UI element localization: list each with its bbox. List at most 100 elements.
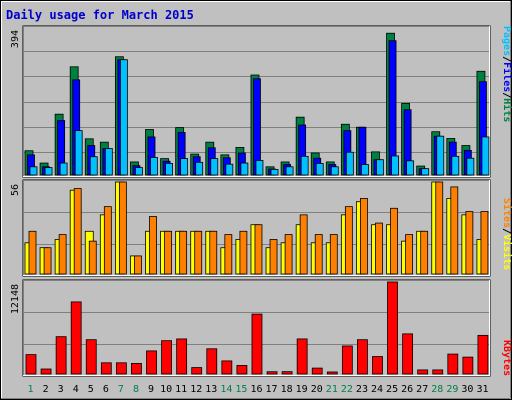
pages-bar <box>59 162 68 176</box>
pages-bar <box>270 169 279 176</box>
sites-bar <box>435 181 444 275</box>
kbytes-bar <box>25 354 37 375</box>
pages-bar <box>119 59 128 176</box>
sites-bar <box>360 198 368 275</box>
sites-bar <box>209 230 218 275</box>
x-tick-label: 4 <box>73 384 79 395</box>
legend-files: Files <box>501 62 512 92</box>
x-tick-label: 22 <box>341 384 353 395</box>
pages-bar <box>195 161 204 176</box>
kbytes-bar <box>131 362 142 375</box>
pages-bar <box>225 163 234 176</box>
legend-sep-3: / <box>501 228 512 234</box>
legend-sites: Sites <box>501 198 512 228</box>
kbytes-bar <box>311 367 323 375</box>
legend-sep-1: / <box>501 56 512 62</box>
legend-hits-files-pages: Pages/Files/Hits <box>501 26 512 122</box>
pages-bar <box>165 163 173 176</box>
kbytes-bar <box>115 362 127 375</box>
sites-bar <box>390 207 398 275</box>
x-tick-label: 13 <box>205 384 217 395</box>
x-tick-label: 5 <box>88 384 94 395</box>
sites-bar <box>88 240 97 275</box>
x-tick-label: 29 <box>446 384 458 395</box>
x-tick-label: 2 <box>43 384 49 395</box>
pages-bar <box>466 157 475 176</box>
x-tick-label: 25 <box>386 384 398 395</box>
sites-bar <box>43 247 52 275</box>
sites-bar <box>149 216 157 275</box>
x-tick-label: 11 <box>175 384 187 395</box>
pages-bar <box>315 163 324 176</box>
pages-bar <box>436 135 445 176</box>
legend-kbytes: KBytes <box>501 340 512 376</box>
sites-bar <box>239 230 248 275</box>
kbytes-bar <box>161 340 172 375</box>
x-tick-label: 19 <box>296 384 308 395</box>
kbytes-bar <box>477 334 489 375</box>
pages-bar <box>376 159 384 176</box>
x-tick-label: 24 <box>371 384 383 395</box>
y-max-label: 56 <box>10 184 21 196</box>
legend-sites-visits: Sites/Visits <box>501 198 512 270</box>
pages-bar <box>345 151 354 176</box>
pages-bar <box>135 167 143 176</box>
sites-bar <box>269 239 278 275</box>
sites-bar <box>164 230 172 275</box>
kbytes-bar <box>221 360 233 375</box>
y-max-label: 12148 <box>10 284 21 314</box>
pages-bar <box>481 136 490 176</box>
sites-bar <box>103 206 112 275</box>
x-tick-label: 14 <box>220 384 232 395</box>
x-tick-label: 1 <box>28 384 34 395</box>
kbytes-bar <box>206 348 218 375</box>
sites-bar <box>254 224 263 275</box>
legend-pages: Pages <box>501 26 512 56</box>
pages-bar <box>89 156 98 176</box>
kbytes-bar <box>357 339 368 375</box>
x-tick-label: 20 <box>311 384 323 395</box>
kbytes-bar <box>387 281 398 375</box>
sites-bar <box>299 214 308 275</box>
pages-bar <box>421 168 430 176</box>
files-bar <box>388 40 397 176</box>
pages-bar <box>180 158 189 176</box>
kbytes-bar <box>55 336 67 375</box>
sites-bar <box>375 222 383 275</box>
x-tick-label: 27 <box>416 384 428 395</box>
kbytes-bar <box>266 371 278 375</box>
sites-bar <box>284 234 293 275</box>
x-axis-labels: 1 2 3 4 5 6 7 8 9 10 11 12 13 14 15 16 17 18 19 20 21 22 23 24 2… <box>28 384 489 395</box>
kbytes-bar <box>341 345 353 375</box>
pages-bar <box>44 167 53 176</box>
kbytes-bar <box>70 301 82 375</box>
x-tick-label: 3 <box>58 384 64 395</box>
legend-sep-2: / <box>501 92 512 98</box>
x-tick-label: 10 <box>160 384 172 395</box>
kbytes-bar <box>176 338 188 375</box>
sites-bar <box>405 234 414 275</box>
x-tick-label: 28 <box>431 384 443 395</box>
pages-bar <box>451 155 460 176</box>
kbytes-bar <box>372 356 383 375</box>
kbytes-bar <box>432 369 444 375</box>
kbytes-bar <box>402 333 414 375</box>
legend-hits: Hits <box>501 98 512 122</box>
pages-bar <box>330 166 339 176</box>
x-tick-label: 8 <box>133 384 139 395</box>
x-tick-label: 26 <box>401 384 413 395</box>
pages-bar <box>150 157 158 176</box>
x-tick-label: 7 <box>118 384 124 395</box>
x-tick-label: 12 <box>190 384 202 395</box>
pages-bar <box>300 155 309 176</box>
legend-visits: Visits <box>501 234 512 270</box>
pages-bar <box>285 166 294 176</box>
pages-bar <box>406 160 415 176</box>
sites-bar <box>118 181 127 275</box>
kbytes-bar <box>40 368 52 375</box>
sites-bar <box>28 230 37 275</box>
kbytes-bar <box>85 339 97 375</box>
y-axis-labels: 394 56 12148 <box>10 30 21 314</box>
kbytes-bar <box>447 353 459 375</box>
